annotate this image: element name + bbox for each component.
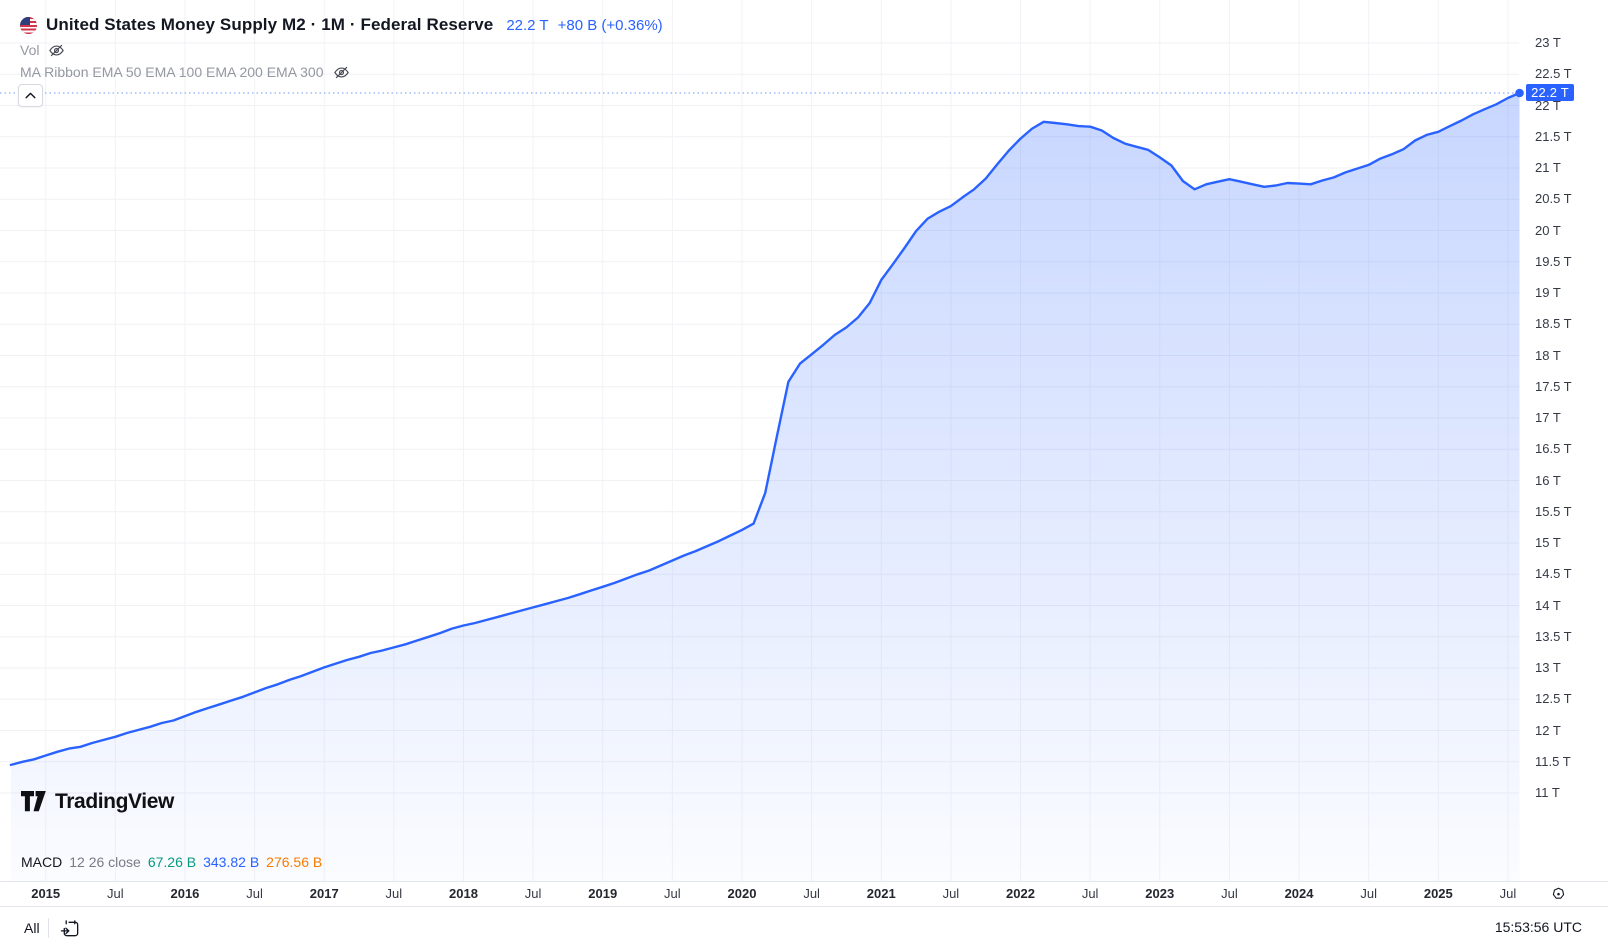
price-axis-label: 18 T: [1535, 347, 1561, 363]
time-axis-label: 2019: [588, 886, 618, 901]
macd-indicator-row: MACD 12 26 close 67.26 B 343.82 B 276.56…: [21, 854, 322, 870]
pane-collapse-button[interactable]: [18, 84, 43, 107]
price-axis-label: 18.5 T: [1535, 316, 1572, 332]
calendar-arrow-icon: [60, 919, 78, 936]
price-axis-label: 15.5 T: [1535, 503, 1572, 519]
price-axis-label: 22 T: [1535, 97, 1561, 113]
price-axis-label: 23 T: [1535, 35, 1561, 50]
price-axis-label: 16 T: [1535, 472, 1561, 488]
eye-slash-icon[interactable]: [333, 64, 350, 81]
price-axis-label: 21.5 T: [1535, 128, 1572, 144]
time-axis-label: 2017: [309, 886, 339, 901]
eye-slash-icon[interactable]: [48, 42, 65, 59]
time-axis-label: Jul: [803, 886, 820, 901]
macd-params: 12 26 close: [69, 854, 141, 870]
bottom-toolbar: All 15:53:56 UTC: [0, 906, 1608, 952]
tradingview-logo[interactable]: TradingView: [20, 789, 174, 814]
time-axis-label: 2020: [727, 886, 757, 901]
tradingview-logo-icon: [21, 791, 46, 812]
time-axis-label: 2018: [449, 886, 478, 901]
chevron-up-icon: [25, 92, 36, 99]
time-axis[interactable]: 2015 Jul 2016 Jul 2017 Jul 2018 Jul 2019 Jul 2020 J…: [0, 881, 1608, 905]
range-all-button[interactable]: All: [24, 920, 40, 936]
price-axis-label: 14 T: [1535, 597, 1561, 613]
symbol-title[interactable]: United States Money Supply M2 · 1M · Fed…: [46, 15, 494, 34]
time-axis-label: Jul: [385, 886, 403, 901]
price-axis-label: 19.5 T: [1535, 253, 1572, 269]
us-flag-icon: [20, 16, 37, 34]
toolbar-divider: [48, 918, 49, 938]
price-axis[interactable]: 23 T 22.5 T 22 T 21.5 T 21 T 20.5 T 20 T 19.5 T…: [1519, 0, 1608, 881]
time-axis-label: Jul: [107, 886, 124, 901]
price-axis-label: 12 T: [1535, 722, 1561, 738]
macd-label[interactable]: MACD: [21, 854, 63, 870]
macd-value-3: 276.56 B: [266, 854, 323, 870]
macd-value-1: 67.26 B: [147, 854, 197, 870]
price-axis-label: 11.5 T: [1535, 753, 1571, 769]
time-axis-label: Jul: [1499, 886, 1517, 901]
price-axis-label: 17 T: [1535, 410, 1561, 425]
macd-value-2: 343.82 B: [203, 854, 260, 870]
price-axis-label: 22.5 T: [1535, 66, 1572, 82]
gear-icon[interactable]: [1548, 884, 1568, 904]
price-axis-label: 17.5 T: [1535, 378, 1572, 394]
last-price-badge: 22.2 T: [1526, 84, 1574, 101]
time-axis-label: Jul: [1360, 886, 1377, 901]
price-axis-label: 21 T: [1535, 160, 1561, 175]
time-axis-label: 2024: [1284, 886, 1314, 901]
go-to-date-button[interactable]: [58, 916, 82, 940]
time-axis-label: 2016: [170, 886, 200, 901]
chart-legend: United States Money Supply M2 · 1M · Fed…: [20, 14, 663, 82]
time-axis-label: 2021: [866, 886, 896, 901]
time-axis-label: Jul: [1081, 886, 1099, 901]
time-axis-label: Jul: [1221, 886, 1238, 901]
time-axis-label: 2025: [1423, 886, 1453, 901]
time-axis-label: 2015: [31, 886, 61, 901]
time-axis-label: 2022: [1006, 886, 1035, 901]
price-axis-label: 14.5 T: [1535, 566, 1572, 582]
price-axis-label: 11 T: [1535, 785, 1560, 800]
price-axis-label: 15 T: [1535, 535, 1561, 550]
price-axis-label: 19 T: [1535, 285, 1561, 300]
price-axis-label: 20 T: [1535, 222, 1561, 238]
time-axis-label: Jul: [246, 886, 263, 901]
time-axis-label: 2023: [1145, 886, 1175, 901]
last-price-value: 22.2 T: [506, 16, 549, 34]
time-axis-label: Jul: [664, 886, 681, 901]
price-axis-label: 16.5 T: [1535, 441, 1572, 457]
time-axis-label: Jul: [942, 886, 960, 901]
time-axis-label: Jul: [524, 886, 542, 901]
price-axis-label: 13 T: [1535, 660, 1561, 675]
price-chart-canvas[interactable]: [0, 0, 1608, 881]
price-change-value: +80 B (+0.36%): [557, 16, 663, 34]
price-axis-label: 12.5 T: [1535, 691, 1572, 707]
utc-clock[interactable]: 15:53:56 UTC: [1494, 919, 1582, 935]
indicator-ma-ribbon-label[interactable]: MA Ribbon EMA 50 EMA 100 EMA 200 EMA 300: [20, 64, 324, 80]
price-axis-label: 20.5 T: [1535, 191, 1572, 207]
tradingview-logo-text: TradingView: [55, 789, 174, 813]
indicator-vol-label[interactable]: Vol: [20, 42, 40, 58]
price-axis-label: 13.5 T: [1535, 628, 1572, 644]
